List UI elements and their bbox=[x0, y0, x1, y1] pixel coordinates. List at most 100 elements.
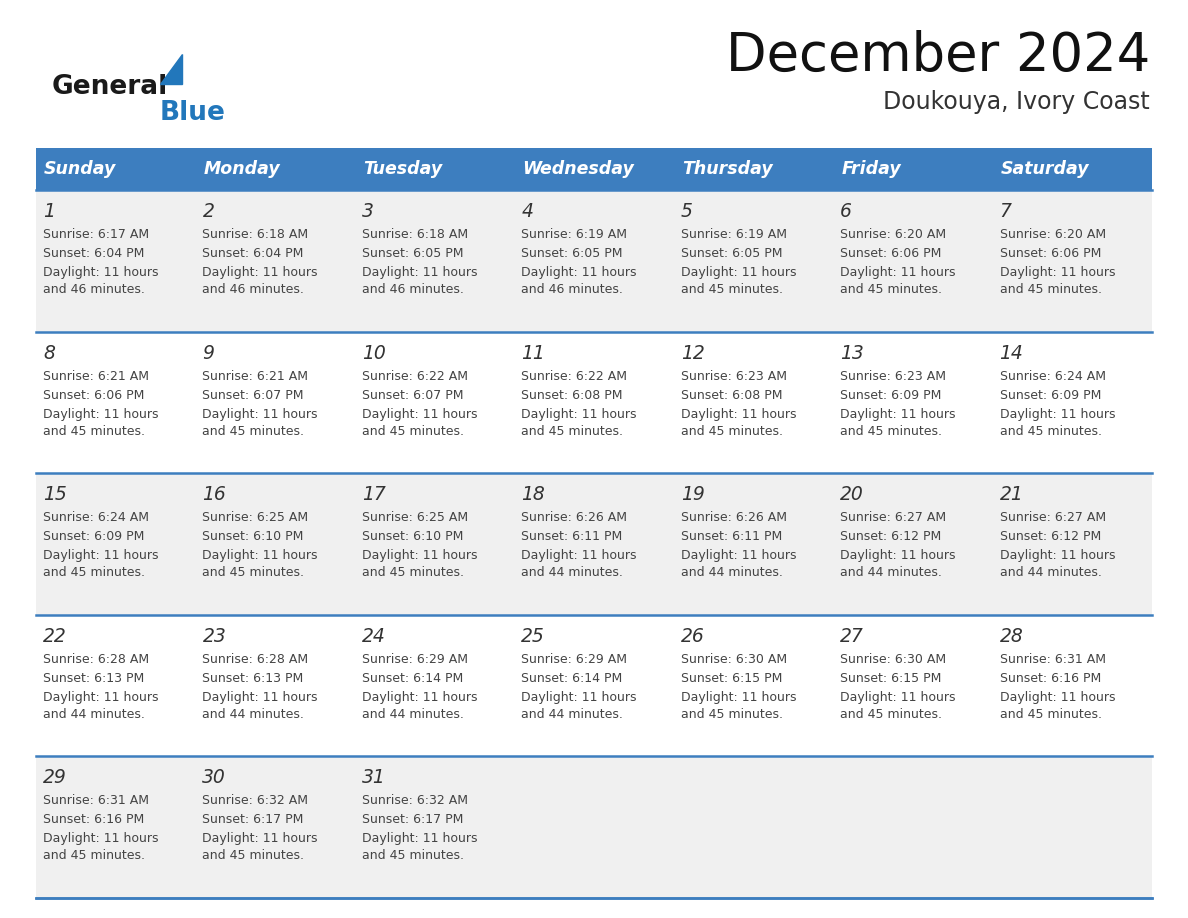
Text: 7: 7 bbox=[999, 202, 1011, 221]
Text: Daylight: 11 hours
and 46 minutes.: Daylight: 11 hours and 46 minutes. bbox=[522, 266, 637, 296]
Text: Doukouya, Ivory Coast: Doukouya, Ivory Coast bbox=[883, 90, 1150, 114]
Text: Sunrise: 6:28 AM: Sunrise: 6:28 AM bbox=[202, 653, 309, 666]
Bar bbox=[196, 615, 355, 756]
Text: Saturday: Saturday bbox=[1000, 160, 1089, 178]
Text: 4: 4 bbox=[522, 202, 533, 221]
Text: 29: 29 bbox=[43, 768, 67, 788]
Text: Daylight: 11 hours
and 44 minutes.: Daylight: 11 hours and 44 minutes. bbox=[681, 549, 796, 579]
Text: 13: 13 bbox=[840, 343, 864, 363]
Text: Sunset: 6:14 PM: Sunset: 6:14 PM bbox=[362, 672, 463, 685]
Text: Sunrise: 6:25 AM: Sunrise: 6:25 AM bbox=[362, 511, 468, 524]
Text: 12: 12 bbox=[681, 343, 704, 363]
Text: Sunrise: 6:27 AM: Sunrise: 6:27 AM bbox=[999, 511, 1106, 524]
Bar bbox=[674, 190, 833, 331]
Text: Sunrise: 6:20 AM: Sunrise: 6:20 AM bbox=[999, 228, 1106, 241]
Text: Sunrise: 6:31 AM: Sunrise: 6:31 AM bbox=[999, 653, 1106, 666]
Text: Sunrise: 6:17 AM: Sunrise: 6:17 AM bbox=[43, 228, 150, 241]
Text: Sunset: 6:17 PM: Sunset: 6:17 PM bbox=[202, 813, 304, 826]
Text: 17: 17 bbox=[362, 486, 386, 504]
Text: Sunrise: 6:19 AM: Sunrise: 6:19 AM bbox=[681, 228, 786, 241]
Text: 14: 14 bbox=[999, 343, 1023, 363]
Text: Daylight: 11 hours
and 44 minutes.: Daylight: 11 hours and 44 minutes. bbox=[999, 549, 1116, 579]
Bar bbox=[992, 190, 1152, 331]
Text: Daylight: 11 hours
and 45 minutes.: Daylight: 11 hours and 45 minutes. bbox=[362, 833, 478, 862]
Bar bbox=[833, 756, 992, 898]
Bar bbox=[833, 473, 992, 615]
Text: Sunset: 6:08 PM: Sunset: 6:08 PM bbox=[681, 388, 782, 401]
Bar bbox=[992, 148, 1152, 190]
Text: Sunrise: 6:31 AM: Sunrise: 6:31 AM bbox=[43, 794, 148, 808]
Bar bbox=[674, 331, 833, 473]
Text: Tuesday: Tuesday bbox=[362, 160, 442, 178]
Text: Sunrise: 6:29 AM: Sunrise: 6:29 AM bbox=[522, 653, 627, 666]
Text: Sunrise: 6:21 AM: Sunrise: 6:21 AM bbox=[43, 370, 148, 383]
Text: Sunrise: 6:28 AM: Sunrise: 6:28 AM bbox=[43, 653, 150, 666]
Text: Daylight: 11 hours
and 46 minutes.: Daylight: 11 hours and 46 minutes. bbox=[43, 266, 158, 296]
Bar bbox=[514, 331, 674, 473]
Text: Sunset: 6:13 PM: Sunset: 6:13 PM bbox=[43, 672, 144, 685]
Bar bbox=[674, 473, 833, 615]
Text: Sunset: 6:04 PM: Sunset: 6:04 PM bbox=[202, 247, 304, 260]
Bar bbox=[196, 148, 355, 190]
Text: 31: 31 bbox=[362, 768, 386, 788]
Text: Sunset: 6:11 PM: Sunset: 6:11 PM bbox=[522, 531, 623, 543]
Text: Sunset: 6:16 PM: Sunset: 6:16 PM bbox=[999, 672, 1101, 685]
Bar bbox=[355, 190, 514, 331]
Text: Daylight: 11 hours
and 45 minutes.: Daylight: 11 hours and 45 minutes. bbox=[840, 266, 955, 296]
Bar bbox=[514, 615, 674, 756]
Text: Sunset: 6:04 PM: Sunset: 6:04 PM bbox=[43, 247, 145, 260]
Text: Sunrise: 6:26 AM: Sunrise: 6:26 AM bbox=[522, 511, 627, 524]
Text: December 2024: December 2024 bbox=[726, 30, 1150, 82]
Text: Sunset: 6:14 PM: Sunset: 6:14 PM bbox=[522, 672, 623, 685]
Text: Sunset: 6:05 PM: Sunset: 6:05 PM bbox=[362, 247, 463, 260]
Text: Thursday: Thursday bbox=[682, 160, 772, 178]
Text: 2: 2 bbox=[202, 202, 214, 221]
Text: Sunrise: 6:18 AM: Sunrise: 6:18 AM bbox=[202, 228, 309, 241]
Bar bbox=[36, 148, 196, 190]
Text: Daylight: 11 hours
and 45 minutes.: Daylight: 11 hours and 45 minutes. bbox=[202, 408, 318, 438]
Bar bbox=[833, 190, 992, 331]
Text: Daylight: 11 hours
and 45 minutes.: Daylight: 11 hours and 45 minutes. bbox=[999, 408, 1116, 438]
Text: Sunrise: 6:19 AM: Sunrise: 6:19 AM bbox=[522, 228, 627, 241]
Text: Sunrise: 6:23 AM: Sunrise: 6:23 AM bbox=[840, 370, 946, 383]
Text: Sunset: 6:16 PM: Sunset: 6:16 PM bbox=[43, 813, 144, 826]
Text: Sunset: 6:10 PM: Sunset: 6:10 PM bbox=[202, 531, 304, 543]
Text: Daylight: 11 hours
and 45 minutes.: Daylight: 11 hours and 45 minutes. bbox=[202, 833, 318, 862]
Bar bbox=[674, 615, 833, 756]
Bar bbox=[992, 615, 1152, 756]
Text: Daylight: 11 hours
and 45 minutes.: Daylight: 11 hours and 45 minutes. bbox=[202, 549, 318, 579]
Text: 26: 26 bbox=[681, 627, 704, 645]
Text: Sunrise: 6:18 AM: Sunrise: 6:18 AM bbox=[362, 228, 468, 241]
Text: Sunrise: 6:27 AM: Sunrise: 6:27 AM bbox=[840, 511, 947, 524]
Text: 5: 5 bbox=[681, 202, 693, 221]
Text: Sunset: 6:10 PM: Sunset: 6:10 PM bbox=[362, 531, 463, 543]
Text: Sunset: 6:07 PM: Sunset: 6:07 PM bbox=[362, 388, 463, 401]
Text: Daylight: 11 hours
and 45 minutes.: Daylight: 11 hours and 45 minutes. bbox=[43, 408, 158, 438]
Bar bbox=[992, 756, 1152, 898]
Text: Sunset: 6:05 PM: Sunset: 6:05 PM bbox=[681, 247, 782, 260]
Text: Friday: Friday bbox=[841, 160, 901, 178]
Bar bbox=[992, 473, 1152, 615]
Text: 10: 10 bbox=[362, 343, 386, 363]
Bar bbox=[514, 148, 674, 190]
Text: Sunrise: 6:30 AM: Sunrise: 6:30 AM bbox=[681, 653, 786, 666]
Bar bbox=[196, 190, 355, 331]
Text: Sunrise: 6:32 AM: Sunrise: 6:32 AM bbox=[362, 794, 468, 808]
Text: Sunset: 6:12 PM: Sunset: 6:12 PM bbox=[840, 531, 941, 543]
Text: Sunrise: 6:25 AM: Sunrise: 6:25 AM bbox=[202, 511, 309, 524]
Polygon shape bbox=[160, 54, 182, 84]
Text: Daylight: 11 hours
and 45 minutes.: Daylight: 11 hours and 45 minutes. bbox=[43, 549, 158, 579]
Text: Sunrise: 6:21 AM: Sunrise: 6:21 AM bbox=[202, 370, 309, 383]
Bar bbox=[514, 756, 674, 898]
Text: Sunset: 6:06 PM: Sunset: 6:06 PM bbox=[999, 247, 1101, 260]
Bar bbox=[355, 756, 514, 898]
Text: Daylight: 11 hours
and 44 minutes.: Daylight: 11 hours and 44 minutes. bbox=[522, 549, 637, 579]
Text: Daylight: 11 hours
and 45 minutes.: Daylight: 11 hours and 45 minutes. bbox=[362, 408, 478, 438]
Text: Sunset: 6:07 PM: Sunset: 6:07 PM bbox=[202, 388, 304, 401]
Text: 9: 9 bbox=[202, 343, 214, 363]
Text: Sunset: 6:15 PM: Sunset: 6:15 PM bbox=[840, 672, 942, 685]
Bar bbox=[196, 473, 355, 615]
Text: Daylight: 11 hours
and 45 minutes.: Daylight: 11 hours and 45 minutes. bbox=[840, 691, 955, 721]
Text: 27: 27 bbox=[840, 627, 864, 645]
Bar bbox=[355, 148, 514, 190]
